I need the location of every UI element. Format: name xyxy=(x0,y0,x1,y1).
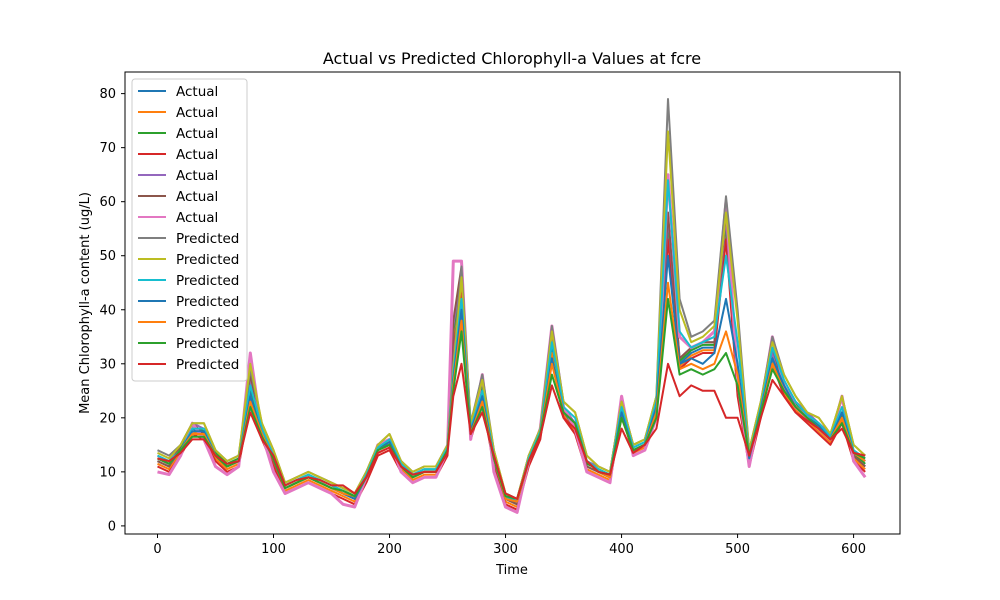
y-axis-label: Mean Chlorophyll-a content (ug/L) xyxy=(78,192,93,414)
x-tick-label: 100 xyxy=(261,542,286,557)
legend-label: Actual xyxy=(176,84,218,100)
y-tick-label: 50 xyxy=(99,249,116,264)
y-tick-label: 80 xyxy=(99,87,116,102)
series-line-13 xyxy=(157,297,866,500)
y-tick-label: 40 xyxy=(99,303,116,318)
y-tick-label: 70 xyxy=(99,141,116,156)
x-axis: 0 100 200 300 400 500 600 xyxy=(153,534,866,557)
series-line-14 xyxy=(157,362,866,500)
legend-label: Predicted xyxy=(176,357,239,373)
legend-label: Predicted xyxy=(176,231,239,247)
y-tick-label: 0 xyxy=(108,519,116,534)
legend: Actual Actual Actual Actual Actual Actual Actu… xyxy=(131,78,248,382)
y-tick-label: 10 xyxy=(99,465,116,480)
chart-title: Actual vs Predicted Chlorophyll-a Values… xyxy=(323,49,701,68)
legend-label: Predicted xyxy=(176,336,239,352)
series-layer xyxy=(157,98,867,514)
x-tick-label: 300 xyxy=(493,542,518,557)
legend-label: Actual xyxy=(176,210,218,226)
x-tick-label: 200 xyxy=(377,542,402,557)
legend-label: Actual xyxy=(176,126,218,142)
x-tick-label: 600 xyxy=(841,542,866,557)
x-tick-label: 0 xyxy=(153,542,161,557)
y-tick-label: 30 xyxy=(99,357,116,372)
y-tick-label: 60 xyxy=(99,195,116,210)
x-tick-label: 500 xyxy=(725,542,750,557)
y-axis: 0 10 20 30 40 50 60 70 80 xyxy=(99,87,125,534)
legend-label: Actual xyxy=(176,168,218,184)
x-axis-label: Time xyxy=(495,563,528,578)
legend-label: Predicted xyxy=(176,315,239,331)
legend-label: Actual xyxy=(176,105,218,121)
y-tick-label: 20 xyxy=(99,411,116,426)
legend-label: Predicted xyxy=(176,294,239,310)
legend-label: Actual xyxy=(176,147,218,163)
legend-label: Actual xyxy=(176,189,218,205)
x-tick-label: 400 xyxy=(609,542,634,557)
plot-area-frame xyxy=(124,71,901,535)
legend-label: Predicted xyxy=(176,273,239,289)
legend-label: Predicted xyxy=(176,252,239,268)
